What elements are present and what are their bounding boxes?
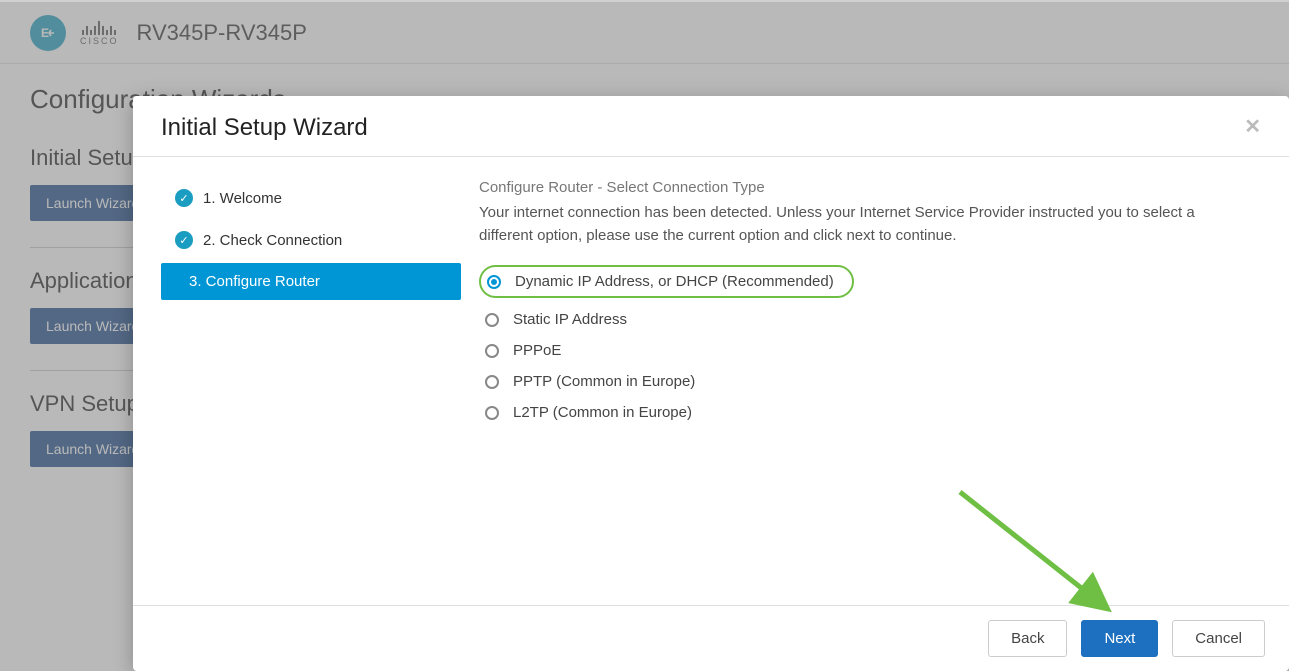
wizard-step-configure-router[interactable]: 3. Configure Router: [161, 263, 461, 300]
wizard-steps: ✓ 1. Welcome ✓ 2. Check Connection 3. Co…: [161, 179, 461, 605]
radio-icon: [487, 275, 501, 289]
radio-option-pptp[interactable]: PPTP (Common in Europe): [479, 366, 1261, 397]
check-icon: ✓: [175, 231, 193, 249]
modal-footer: Back Next Cancel: [133, 605, 1289, 671]
radio-option-l2tp[interactable]: L2TP (Common in Europe): [479, 397, 1261, 428]
back-button[interactable]: Back: [988, 620, 1067, 657]
radio-label: L2TP (Common in Europe): [513, 404, 692, 421]
radio-option-pppoe[interactable]: PPPoE: [479, 335, 1261, 366]
radio-label: PPTP (Common in Europe): [513, 373, 695, 390]
step-label: 1. Welcome: [203, 190, 282, 207]
radio-label: Dynamic IP Address, or DHCP (Recommended…: [515, 273, 834, 290]
modal-title: Initial Setup Wizard: [161, 114, 368, 142]
content-description: Your internet connection has been detect…: [479, 202, 1219, 247]
check-icon: ✓: [175, 189, 193, 207]
radio-icon: [485, 375, 499, 389]
radio-icon: [485, 313, 499, 327]
radio-option-static[interactable]: Static IP Address: [479, 304, 1261, 335]
modal-body: ✓ 1. Welcome ✓ 2. Check Connection 3. Co…: [133, 157, 1289, 605]
content-heading: Configure Router - Select Connection Typ…: [479, 179, 1261, 196]
radio-icon: [485, 406, 499, 420]
wizard-step-welcome[interactable]: ✓ 1. Welcome: [161, 179, 461, 217]
wizard-content: Configure Router - Select Connection Typ…: [461, 179, 1261, 605]
wizard-step-check-connection[interactable]: ✓ 2. Check Connection: [161, 221, 461, 259]
radio-label: PPPoE: [513, 342, 561, 359]
radio-label: Static IP Address: [513, 311, 627, 328]
step-label: 3. Configure Router: [189, 273, 320, 290]
step-label: 2. Check Connection: [203, 232, 342, 249]
next-button[interactable]: Next: [1081, 620, 1158, 657]
wizard-modal: Initial Setup Wizard ✕ ✓ 1. Welcome ✓ 2.…: [133, 96, 1289, 671]
radio-icon: [485, 344, 499, 358]
modal-header: Initial Setup Wizard ✕: [133, 96, 1289, 157]
close-icon[interactable]: ✕: [1244, 114, 1261, 139]
cancel-button[interactable]: Cancel: [1172, 620, 1265, 657]
radio-option-dhcp[interactable]: Dynamic IP Address, or DHCP (Recommended…: [479, 265, 854, 298]
